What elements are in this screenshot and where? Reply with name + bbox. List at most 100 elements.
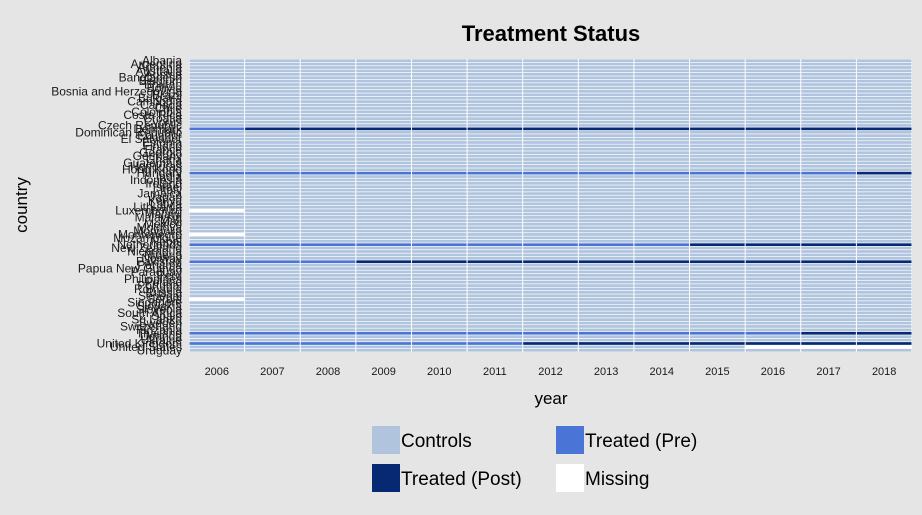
heatmap-cell xyxy=(356,158,411,161)
heatmap-cell xyxy=(356,321,411,325)
heatmap-cell xyxy=(745,124,801,127)
heatmap-cell xyxy=(411,304,467,308)
heatmap-cell xyxy=(578,219,634,223)
heatmap-cell xyxy=(523,287,578,291)
heatmap-cell xyxy=(690,318,745,321)
legend-swatch xyxy=(372,464,400,492)
heatmap-cell xyxy=(634,188,690,192)
heatmap-cell xyxy=(523,76,578,80)
heatmap-cell xyxy=(634,147,690,151)
heatmap-cell xyxy=(356,93,411,97)
heatmap-cell xyxy=(356,103,411,107)
heatmap-cell xyxy=(300,226,356,229)
heatmap-cell xyxy=(523,243,578,247)
heatmap-cell xyxy=(634,294,690,298)
heatmap-cell xyxy=(745,318,801,321)
heatmap-cell xyxy=(245,216,300,219)
heatmap-cell xyxy=(856,301,912,304)
heatmap-cell xyxy=(578,171,634,175)
heatmap-cell xyxy=(801,76,856,80)
heatmap-cell xyxy=(467,226,523,229)
heatmap-cell xyxy=(356,236,411,240)
heatmap-cell xyxy=(523,294,578,298)
heatmap-cell xyxy=(411,158,467,161)
heatmap-cell xyxy=(356,171,411,175)
y-tick-label: Moldova xyxy=(137,221,183,235)
heatmap-cell xyxy=(300,342,356,345)
heatmap-cell xyxy=(356,83,411,86)
heatmap-cell xyxy=(745,141,801,144)
heatmap-cell xyxy=(801,236,856,240)
heatmap-cell xyxy=(634,209,690,212)
y-tick-label: Indonesia xyxy=(130,173,182,187)
heatmap-cell xyxy=(189,79,245,83)
heatmap-cell xyxy=(690,205,745,209)
heatmap-cell xyxy=(356,301,411,304)
heatmap-cell xyxy=(523,161,578,165)
heatmap-cell xyxy=(745,246,801,250)
heatmap-cell xyxy=(745,178,801,182)
heatmap-cell xyxy=(411,107,467,110)
heatmap-cell xyxy=(245,297,300,301)
heatmap-cell xyxy=(356,137,411,141)
heatmap-cell xyxy=(578,301,634,304)
heatmap-cell xyxy=(690,202,745,206)
y-tick-label: Montenegro xyxy=(118,227,182,241)
heatmap-cell xyxy=(523,168,578,172)
heatmap-cell xyxy=(578,345,634,349)
heatmap-cell xyxy=(189,117,245,120)
heatmap-cell xyxy=(411,188,467,192)
heatmap-cell xyxy=(745,335,801,339)
heatmap-cell xyxy=(467,192,523,195)
heatmap-cell xyxy=(634,243,690,247)
heatmap-cell xyxy=(411,72,467,76)
heatmap-cell xyxy=(189,130,245,134)
heatmap-cell xyxy=(856,348,912,352)
heatmap-cell xyxy=(189,342,245,345)
heatmap-cell xyxy=(523,107,578,110)
heatmap-cell xyxy=(467,216,523,219)
heatmap-cell xyxy=(634,267,690,270)
heatmap-cell xyxy=(523,338,578,342)
heatmap-cell xyxy=(801,331,856,335)
heatmap-cell xyxy=(690,236,745,240)
heatmap-cell xyxy=(856,342,912,345)
heatmap-cell xyxy=(856,69,912,73)
heatmap-cell xyxy=(245,338,300,342)
heatmap-cell xyxy=(189,69,245,73)
heatmap-cell xyxy=(411,147,467,151)
heatmap-cell xyxy=(578,342,634,345)
heatmap-cell xyxy=(300,308,356,311)
heatmap-cell xyxy=(300,297,356,301)
heatmap-cell xyxy=(856,294,912,298)
heatmap-cell xyxy=(411,192,467,195)
heatmap-cell xyxy=(300,270,356,274)
heatmap-cell xyxy=(189,229,245,233)
heatmap-cell xyxy=(523,233,578,236)
heatmap-cell xyxy=(634,338,690,342)
heatmap-cell xyxy=(245,321,300,325)
heatmap-cell xyxy=(634,154,690,158)
heatmap-cell xyxy=(245,342,300,345)
heatmap-cell xyxy=(578,287,634,291)
heatmap-cell xyxy=(411,62,467,66)
heatmap-cell xyxy=(578,294,634,298)
heatmap-cell xyxy=(411,137,467,141)
heatmap-cell xyxy=(300,76,356,80)
heatmap-cell xyxy=(356,130,411,134)
heatmap-cell xyxy=(523,62,578,66)
heatmap-cell xyxy=(411,79,467,83)
x-axis-label: year xyxy=(534,389,567,408)
heatmap-cell xyxy=(467,100,523,103)
heatmap-cell xyxy=(801,110,856,114)
heatmap-cell xyxy=(356,280,411,284)
heatmap-cell xyxy=(356,219,411,223)
heatmap-cell xyxy=(300,328,356,332)
heatmap-cell xyxy=(189,338,245,342)
heatmap-cell xyxy=(300,318,356,321)
heatmap-cell xyxy=(411,130,467,134)
heatmap-cell xyxy=(467,284,523,287)
heatmap-cell xyxy=(467,260,523,264)
heatmap-cell xyxy=(634,117,690,120)
heatmap-cell xyxy=(690,141,745,144)
